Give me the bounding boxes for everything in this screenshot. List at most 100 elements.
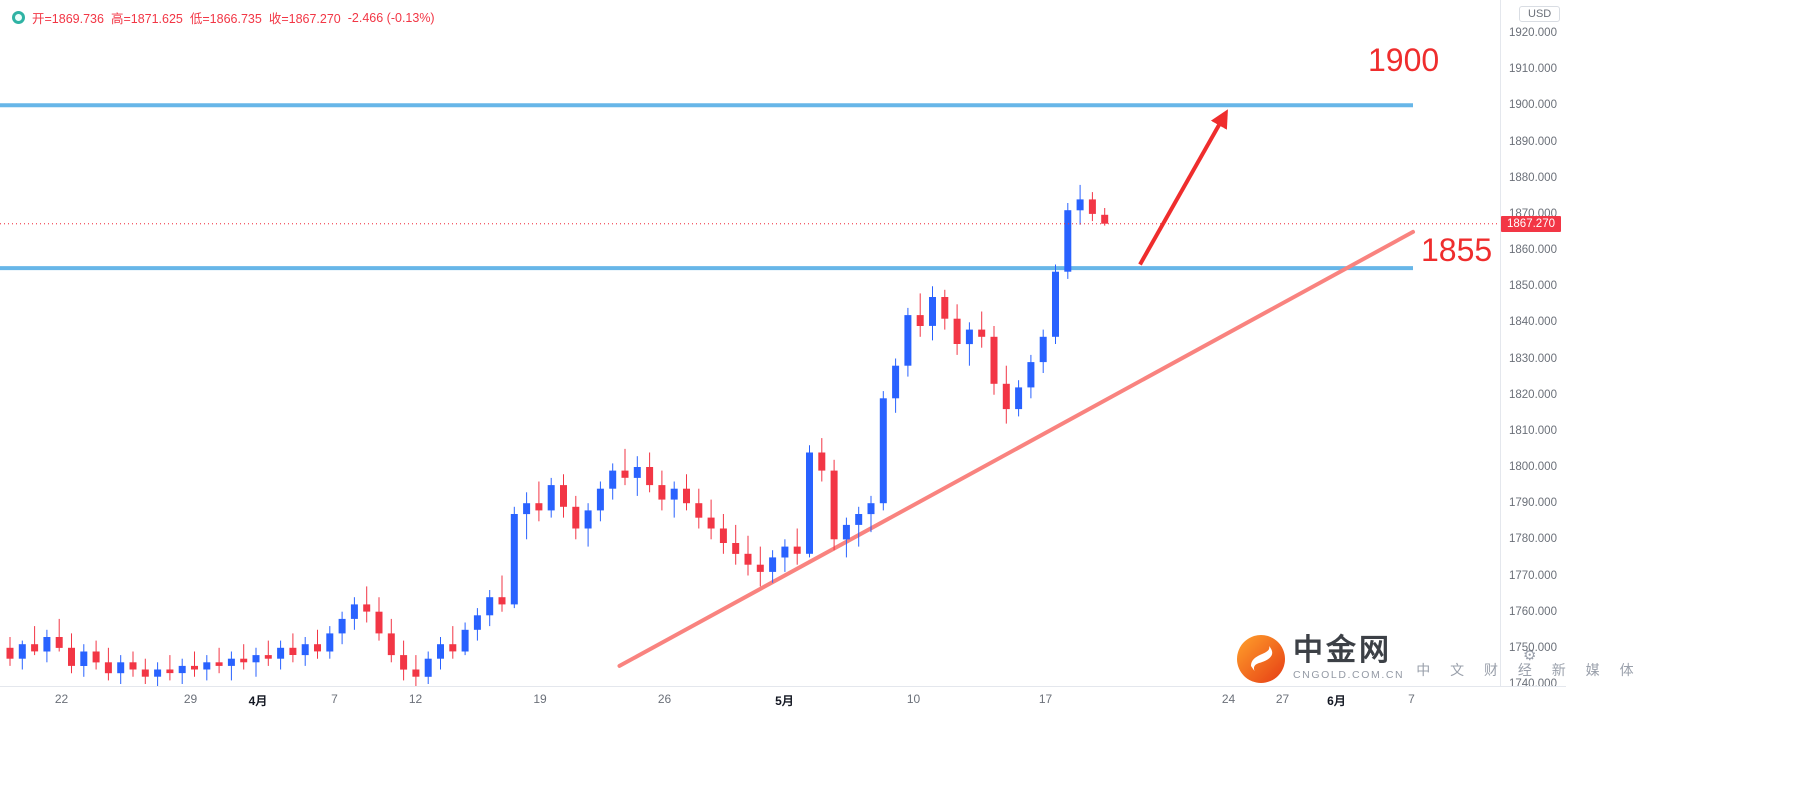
time-axis-label: 29 <box>183 692 198 706</box>
watermark-site: CNGOLD.COM.CN <box>1293 669 1405 681</box>
candle-body <box>43 637 51 652</box>
candle-body <box>301 644 309 656</box>
ascending-trendline[interactable] <box>617 229 1415 668</box>
time-axis-label: 6月 <box>1327 694 1346 708</box>
candle-body <box>154 669 162 677</box>
candle-body <box>572 506 580 529</box>
time-axis-label: 7 <box>1408 692 1415 706</box>
candle-body <box>129 662 137 670</box>
candle-body <box>646 467 654 486</box>
candle-body <box>916 315 924 326</box>
time-axis-label: 19 <box>533 692 547 706</box>
price-tick-label: 1850.000 <box>1509 280 1557 293</box>
candle-body <box>166 669 174 674</box>
price-tick-label: 1860.000 <box>1509 244 1557 256</box>
candle-body <box>326 633 334 652</box>
price-tick-label: 1890.000 <box>1509 135 1557 148</box>
price-tick-label: 1770.000 <box>1509 569 1557 582</box>
price-tick-label: 1820.000 <box>1509 388 1557 401</box>
price-tick-label: 1800.000 <box>1509 461 1557 473</box>
watermark-tagline: 中 文 财 经 新 媒 体 <box>1416 662 1642 678</box>
candle-body <box>104 662 112 674</box>
chart-plot-area[interactable]: 开=1869.736 高=1871.625 低=1866.735 收=1867.… <box>0 0 1634 686</box>
settings-gear-icon[interactable]: ⚙ <box>1523 647 1537 664</box>
candle-body <box>842 524 850 540</box>
ohlc-legend: 开=1869.736 高=1871.625 低=1866.735 收=1867.… <box>12 8 435 27</box>
price-axis[interactable]: USD 1867.270 ⚙ 1920.000 1910.000 1900.000 1… <box>1500 0 1567 690</box>
support-level-label: 1855 <box>1421 232 1493 268</box>
candle-body <box>252 655 260 663</box>
candle-body <box>1027 362 1035 388</box>
candle-body <box>670 488 678 500</box>
candle-body <box>178 665 186 674</box>
candle-body <box>621 470 629 478</box>
candle-body <box>793 546 801 554</box>
candle-body <box>387 633 395 656</box>
price-tick-label: 1910.000 <box>1509 63 1557 76</box>
candle-body <box>18 644 26 659</box>
candle-body <box>1039 336 1047 363</box>
candle-body <box>55 637 63 648</box>
price-tick-label: 1840.000 <box>1509 316 1557 329</box>
candle-body <box>1064 210 1072 272</box>
target-arrow[interactable] <box>1138 109 1228 266</box>
candle-body <box>818 452 826 471</box>
candle-body <box>904 315 912 366</box>
candle-body <box>510 514 518 605</box>
candle-body <box>769 557 777 572</box>
candle-body <box>633 467 641 478</box>
time-axis-label: 26 <box>657 692 672 706</box>
candle-body <box>1101 214 1109 224</box>
time-axis-label: 10 <box>906 692 921 706</box>
candle-body <box>437 644 444 659</box>
candle-body <box>6 647 14 659</box>
candle-body <box>289 647 297 655</box>
candle-body <box>929 297 936 326</box>
candle-body <box>523 503 531 515</box>
candle-body <box>314 644 321 652</box>
time-axis[interactable]: 22 29 4月 7 12 19 26 5月 10 17 24 27 6月 7 <box>0 686 1566 713</box>
time-axis-label: 7 <box>331 692 338 706</box>
candle-body <box>375 611 383 634</box>
candle-body <box>756 564 764 572</box>
cngold-logo-icon <box>1236 634 1286 684</box>
candle-body <box>80 651 88 666</box>
candle-body <box>941 297 949 319</box>
candlestick-chart[interactable] <box>0 0 1500 686</box>
candle-body <box>31 644 39 652</box>
candle-body <box>965 329 973 345</box>
legend-high: 高=1871.625 <box>110 12 183 26</box>
price-tick-label: 1760.000 <box>1509 605 1557 618</box>
price-tick-label: 1920.000 <box>1509 27 1557 39</box>
candle-body <box>806 452 813 554</box>
candle-body <box>1002 383 1010 410</box>
candle-body <box>486 597 494 616</box>
candle-body <box>719 528 727 543</box>
candle-body <box>412 669 420 677</box>
candles-layer <box>6 184 1109 686</box>
candle-body <box>867 503 875 515</box>
candle-body <box>215 662 223 666</box>
candle-body <box>781 546 789 558</box>
candle-body <box>547 485 555 511</box>
time-axis-label: 24 <box>1221 692 1236 706</box>
candle-body <box>609 470 617 489</box>
candle-body <box>473 615 481 630</box>
candle-body <box>990 336 998 384</box>
price-tick-label: 1780.000 <box>1509 533 1557 546</box>
price-tick-label: 1810.000 <box>1509 424 1557 437</box>
candle-body <box>584 510 592 529</box>
candle-body <box>683 488 690 504</box>
candle-body <box>892 365 900 399</box>
candle-body <box>707 517 715 529</box>
currency-chip[interactable]: USD <box>1519 6 1561 22</box>
time-axis-label: 12 <box>408 692 423 706</box>
legend-low: 低=1866.735 <box>189 12 262 26</box>
candle-body <box>117 662 125 674</box>
candle-body <box>498 597 506 605</box>
candle-body <box>350 604 358 619</box>
candle-body <box>363 604 371 612</box>
time-axis-label: 17 <box>1038 692 1053 706</box>
time-axis-label: 22 <box>54 692 69 706</box>
candle-body <box>203 662 211 670</box>
